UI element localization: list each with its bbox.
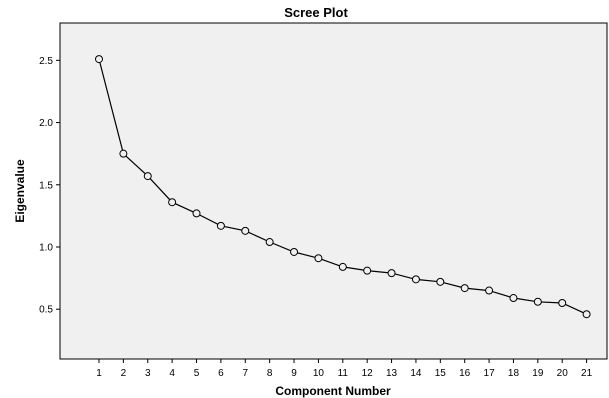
x-tick-label: 18	[508, 368, 520, 379]
x-tick-label: 8	[267, 368, 273, 379]
x-tick-label: 14	[410, 368, 422, 379]
x-tick-label: 19	[532, 368, 544, 379]
data-point	[485, 286, 494, 295]
data-point	[265, 238, 274, 247]
x-tick-label: 17	[484, 368, 496, 379]
chart-title: Scree Plot	[284, 5, 348, 20]
y-tick-label: 2.0	[39, 118, 53, 129]
x-tick-label: 20	[557, 368, 569, 379]
y-axis: 0.5 1.0 1.5 2.0 2.5	[39, 56, 60, 316]
x-tick-label: 2	[121, 368, 127, 379]
data-point	[411, 275, 420, 284]
data-point	[241, 226, 250, 235]
eigenvalue-points	[95, 55, 591, 319]
y-tick-label: 0.5	[39, 305, 53, 316]
data-point	[387, 269, 396, 278]
data-point	[460, 284, 469, 293]
x-tick-label: 16	[459, 368, 471, 379]
data-point	[290, 247, 299, 256]
data-point	[509, 294, 518, 303]
y-tick-label: 2.5	[39, 56, 53, 67]
x-tick-label: 15	[435, 368, 447, 379]
data-point	[582, 310, 591, 319]
data-point	[119, 149, 128, 158]
data-point	[314, 254, 323, 263]
x-tick-label: 3	[145, 368, 151, 379]
x-tick-label: 5	[194, 368, 200, 379]
x-tick-label: 4	[169, 368, 175, 379]
y-tick-label: 1.0	[39, 243, 53, 254]
y-axis-title: Eigenvalue	[13, 159, 27, 223]
plot-area	[59, 22, 608, 360]
data-point	[168, 198, 177, 207]
x-tick-label: 9	[291, 368, 297, 379]
x-tick-label: 1	[96, 368, 102, 379]
x-tick-label: 11	[338, 368, 349, 379]
data-point	[143, 172, 152, 181]
data-point	[192, 209, 201, 218]
x-tick-label: 13	[386, 368, 398, 379]
data-point	[363, 266, 372, 275]
data-point	[558, 299, 567, 307]
x-tick-label: 12	[362, 368, 374, 379]
data-point	[338, 262, 347, 271]
x-tick-label: 6	[218, 368, 224, 379]
y-tick-label: 1.5	[39, 180, 53, 191]
x-tick-label: 7	[242, 368, 248, 379]
x-tick-label: 10	[313, 368, 325, 379]
data-point	[436, 277, 445, 286]
x-axis-title: Component Number	[275, 384, 391, 398]
data-point	[95, 55, 103, 64]
data-point	[533, 297, 542, 306]
data-point	[216, 221, 225, 230]
x-axis: 1 2 3 4 5 6 7 8 9 10 11 12 13 14 15 16 17 18 19 20 21	[96, 359, 593, 379]
x-tick-label: 21	[581, 368, 593, 379]
